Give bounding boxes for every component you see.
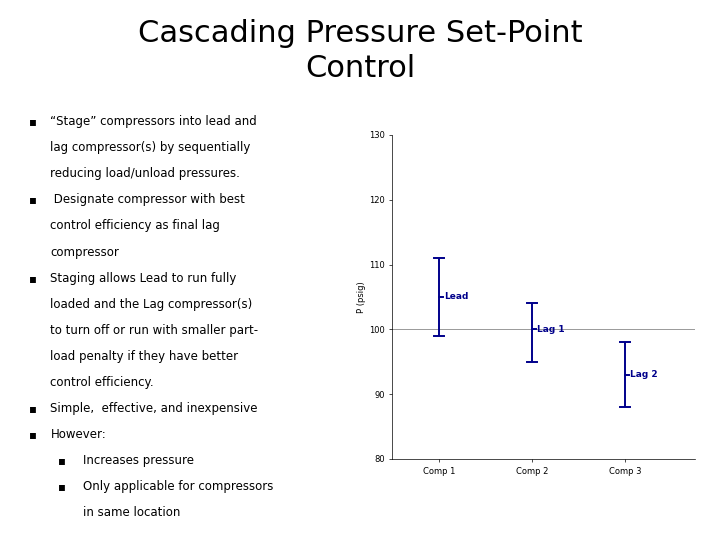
- Text: to turn off or run with smaller part-: to turn off or run with smaller part-: [50, 323, 258, 336]
- Text: Only applicable for compressors: Only applicable for compressors: [83, 480, 273, 492]
- Text: Lag 2: Lag 2: [630, 370, 658, 379]
- Text: Designate compressor with best: Designate compressor with best: [50, 193, 246, 206]
- Text: ▪: ▪: [29, 116, 37, 129]
- Text: Simple,  effective, and inexpensive: Simple, effective, and inexpensive: [50, 402, 258, 415]
- Text: lag compressor(s) by sequentially: lag compressor(s) by sequentially: [50, 141, 251, 154]
- Text: However:: However:: [50, 428, 106, 441]
- Text: ▪: ▪: [29, 428, 37, 441]
- Text: loaded and the Lag compressor(s): loaded and the Lag compressor(s): [50, 298, 253, 310]
- Text: “Stage” compressors into lead and: “Stage” compressors into lead and: [50, 116, 257, 129]
- Text: Staging allows Lead to run fully: Staging allows Lead to run fully: [50, 272, 237, 285]
- Text: Lag 1: Lag 1: [537, 325, 564, 334]
- Text: ▪: ▪: [29, 193, 37, 206]
- Text: ▪: ▪: [58, 454, 66, 467]
- Text: reducing load/unload pressures.: reducing load/unload pressures.: [50, 167, 240, 180]
- Text: control efficiency as final lag: control efficiency as final lag: [50, 219, 220, 233]
- Text: ▪: ▪: [29, 272, 37, 285]
- Text: compressor: compressor: [50, 246, 120, 259]
- Text: load penalty if they have better: load penalty if they have better: [50, 349, 238, 362]
- Text: ▪: ▪: [29, 402, 37, 415]
- Text: Cascading Pressure Set-Point
Control: Cascading Pressure Set-Point Control: [138, 19, 582, 83]
- Text: in same location: in same location: [83, 506, 180, 519]
- Text: ▪: ▪: [58, 480, 66, 492]
- Text: Increases pressure: Increases pressure: [83, 454, 194, 467]
- Y-axis label: P (psig): P (psig): [357, 281, 366, 313]
- Text: control efficiency.: control efficiency.: [50, 376, 154, 389]
- Text: Lead: Lead: [444, 293, 469, 301]
